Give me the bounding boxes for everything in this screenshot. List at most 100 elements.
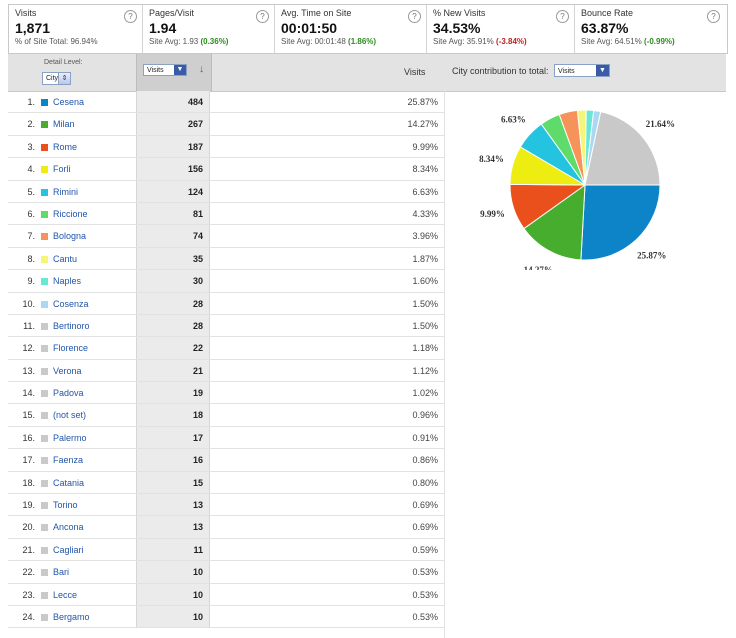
city-link[interactable]: Torino xyxy=(53,500,78,511)
series-color-swatch xyxy=(41,502,48,510)
help-icon[interactable]: ? xyxy=(408,10,421,23)
city-link[interactable]: Rimini xyxy=(53,186,79,197)
row-index: 8. xyxy=(27,253,35,264)
row-index: 18. xyxy=(22,477,35,488)
table-row: 23. Lecce 10 0.53% xyxy=(8,583,445,606)
metric-label: Pages/Visit xyxy=(149,8,194,18)
help-icon[interactable]: ? xyxy=(707,10,720,23)
city-link[interactable]: Rome xyxy=(53,141,78,152)
city-link[interactable]: Bergamo xyxy=(53,611,90,622)
city-link[interactable]: Milan xyxy=(53,119,75,130)
help-icon[interactable]: ? xyxy=(556,10,569,23)
series-color-swatch xyxy=(41,613,48,621)
visits-cell: 18 xyxy=(136,404,210,426)
city-link[interactable]: (not set) xyxy=(53,410,87,421)
table-row: 4. Forli 156 8.34% xyxy=(8,158,445,181)
city-link[interactable]: Padova xyxy=(53,388,84,399)
city-link[interactable]: Ancona xyxy=(53,522,84,533)
metric-delta: (0.36%) xyxy=(200,37,229,46)
table-header: Detail Level: City ⇕ Visits ▼ ↓ Visits C… xyxy=(8,53,726,92)
row-index: 7. xyxy=(27,231,35,242)
metric-card[interactable]: % New Visits 34.53% Site Avg: 35.91% (-3.8… xyxy=(427,5,575,53)
percent-cell: 3.96% xyxy=(412,231,438,242)
percent-cell: 1.12% xyxy=(412,365,438,376)
city-cell: Ancona xyxy=(36,516,135,537)
row-index: 9. xyxy=(27,276,35,287)
series-color-swatch xyxy=(41,121,48,129)
city-link[interactable]: Cesena xyxy=(53,97,85,107)
table-row: 14. Padova 19 1.02% xyxy=(8,382,445,405)
city-cell: Florence xyxy=(36,337,135,358)
row-index: 22. xyxy=(22,567,35,578)
metric-comparison: Site Avg: 1.93 (0.36%) xyxy=(149,37,268,47)
city-link[interactable]: Riccione xyxy=(53,208,88,219)
metric-card[interactable]: Avg. Time on Site 00:01:50 Site Avg: 00:01… xyxy=(275,5,427,53)
city-cell: Bologna xyxy=(36,225,135,246)
visits-cell: 30 xyxy=(136,270,210,292)
visits-cell: 22 xyxy=(136,337,210,359)
city-link[interactable]: Bari xyxy=(53,567,70,578)
pie-slice-label: 9.99% xyxy=(480,209,505,219)
city-link[interactable]: Faenza xyxy=(53,455,84,466)
metric-scorecards: Visits 1,871% of Site Total: 96.94%? Pages… xyxy=(8,4,728,54)
visits-cell: 21 xyxy=(136,359,210,382)
row-index: 13. xyxy=(22,365,35,376)
city-link[interactable]: Cagliari xyxy=(53,544,84,555)
percent-cell: 0.59% xyxy=(412,544,438,555)
city-cell: Forli xyxy=(36,158,135,179)
help-icon[interactable]: ? xyxy=(124,10,137,23)
row-index: 6. xyxy=(27,208,35,219)
metric-comparison-prefix: Site Avg: xyxy=(433,37,467,46)
help-icon[interactable]: ? xyxy=(256,10,269,23)
table-row: 16. Palermo 17 0.91% xyxy=(8,426,445,450)
visits-cell: 267 xyxy=(136,113,210,135)
table-row: 15. (not set) 18 0.96% xyxy=(8,404,445,427)
series-color-swatch xyxy=(41,322,48,330)
city-link[interactable]: Palermo xyxy=(53,432,87,443)
percent-cell: 0.96% xyxy=(412,410,438,421)
pie-slice-label: 6.63% xyxy=(501,115,526,125)
metric-label: Bounce Rate xyxy=(581,8,634,18)
city-link[interactable]: Cosenza xyxy=(53,298,89,309)
metric-value: 1,871 xyxy=(15,20,51,36)
metric-card[interactable]: Pages/Visit 1.94 Site Avg: 1.93 (0.36%)? xyxy=(143,5,275,53)
row-index: 5. xyxy=(27,186,35,197)
metric-card[interactable]: Visits 1,871% of Site Total: 96.94%? xyxy=(9,5,143,53)
percent-cell: 0.53% xyxy=(412,611,438,622)
city-link[interactable]: Verona xyxy=(53,365,82,376)
city-link[interactable]: Catania xyxy=(53,477,85,488)
sort-descending-icon[interactable]: ↓ xyxy=(199,64,204,75)
row-index: 19. xyxy=(22,500,35,511)
city-link[interactable]: Naples xyxy=(53,276,82,287)
metric-label: % New Visits xyxy=(433,8,486,18)
row-index: 14. xyxy=(22,388,35,399)
city-link[interactable]: Forli xyxy=(53,164,71,175)
city-cell: Riccione xyxy=(36,203,135,224)
row-index: 12. xyxy=(22,343,35,354)
pie-slice-milan[interactable] xyxy=(523,183,586,261)
metric-card[interactable]: Bounce Rate 63.87% Site Avg: 64.51% (-0.99… xyxy=(575,5,725,53)
city-cell: Cesena xyxy=(36,91,135,112)
row-index: 24. xyxy=(22,611,35,622)
visits-column-header[interactable]: Visits ▼ ↓ xyxy=(136,54,212,91)
detail-level-select[interactable]: City ⇕ xyxy=(42,72,72,85)
city-link[interactable]: Cantu xyxy=(53,253,78,264)
metric-comparison-value: 00:01:48 xyxy=(314,37,349,46)
metric-comparison: Site Avg: 00:01:48 (1.86%) xyxy=(281,37,420,47)
city-link[interactable]: Bologna xyxy=(53,231,87,242)
contribution-select-value: Visits xyxy=(558,68,575,75)
city-cell: Rimini xyxy=(36,181,135,202)
city-link[interactable]: Lecce xyxy=(53,589,78,600)
row-index: 11. xyxy=(23,320,35,331)
pie-slice-other[interactable] xyxy=(584,111,661,186)
series-color-swatch xyxy=(41,390,48,398)
visits-cell: 10 xyxy=(136,605,210,628)
series-color-swatch xyxy=(41,546,48,554)
city-link[interactable]: Florence xyxy=(53,343,89,354)
city-link[interactable]: Bertinoro xyxy=(53,320,90,331)
pie-slice-cesena[interactable] xyxy=(580,184,661,261)
percent-cell: 9.99% xyxy=(412,141,438,152)
contribution-select[interactable]: Visits ▼ xyxy=(554,64,610,77)
metric-select[interactable]: Visits ▼ xyxy=(143,64,187,76)
city-cell: Lecce xyxy=(36,584,135,605)
